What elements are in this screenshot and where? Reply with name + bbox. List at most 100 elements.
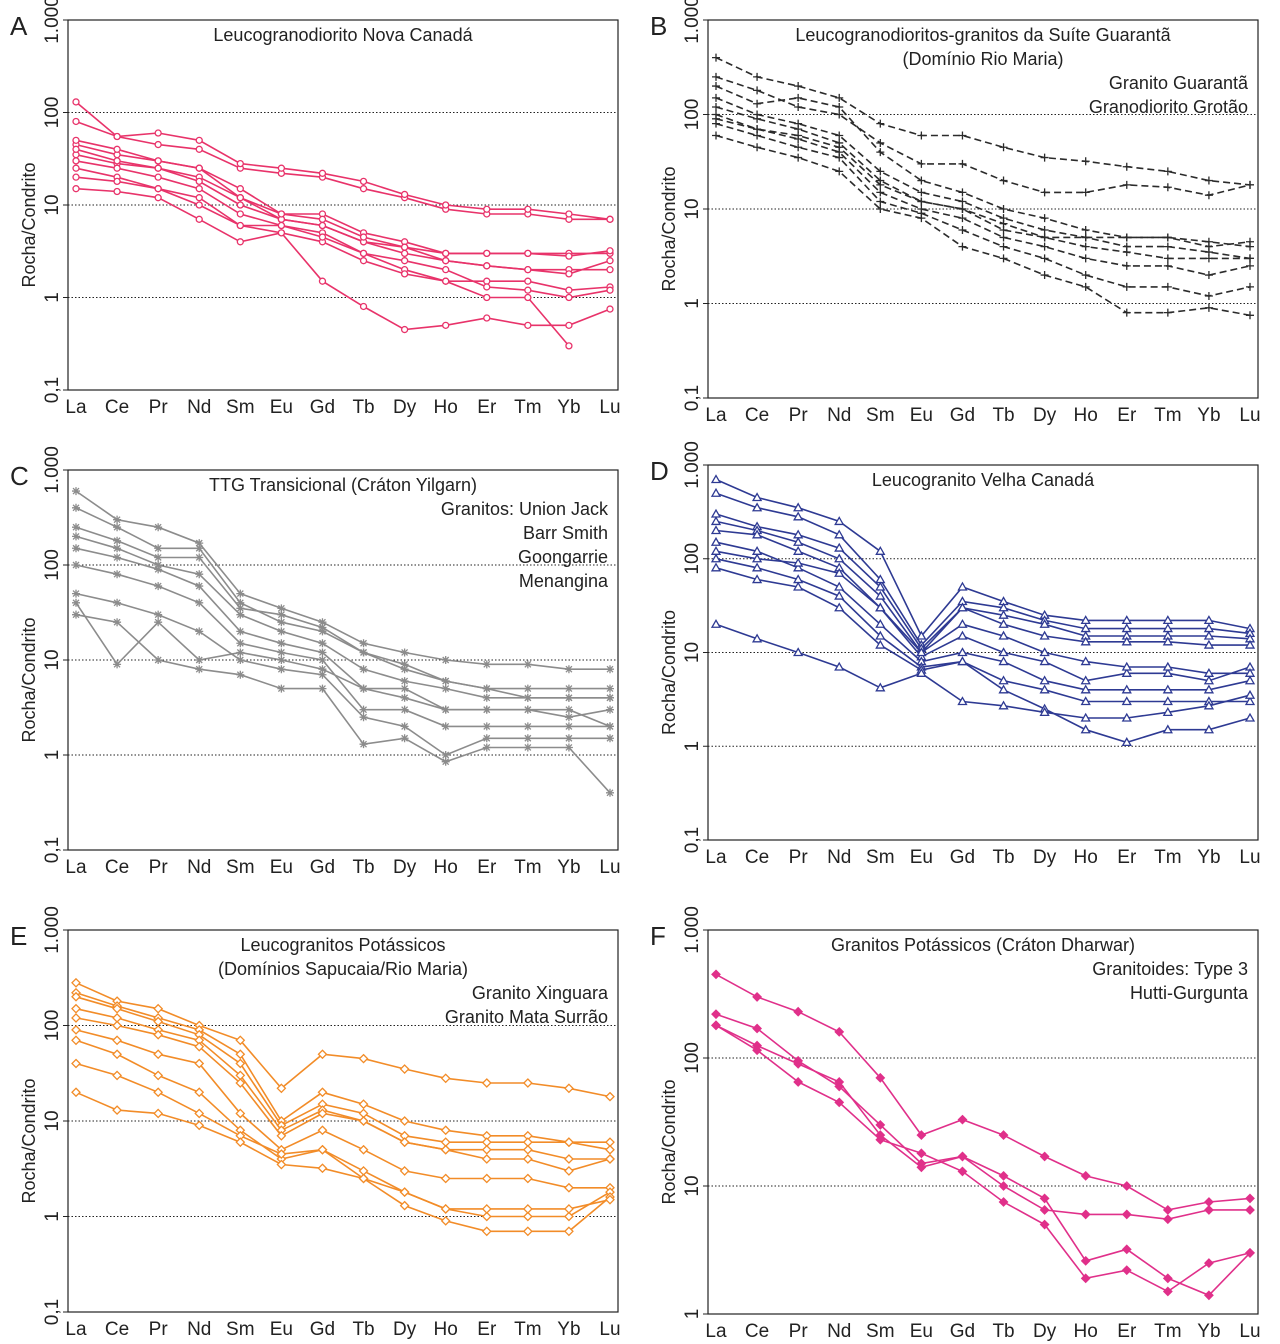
marker — [916, 1162, 927, 1173]
marker — [793, 562, 804, 572]
marker — [399, 1166, 410, 1176]
marker — [1121, 1181, 1132, 1191]
series-line — [75, 1062, 611, 1233]
series-line — [75, 167, 611, 331]
marker — [564, 734, 573, 743]
marker — [195, 582, 204, 591]
y-tick-label: 10 — [42, 1110, 63, 1131]
marker — [712, 82, 720, 91]
marker — [958, 188, 967, 197]
marker — [793, 647, 804, 657]
marker — [113, 164, 121, 172]
marker — [195, 665, 204, 674]
marker — [153, 1108, 164, 1119]
panel: C Rocha/Condrito 0,1 1 10 100 1.000 La Ce Pr Nd Sm E… — [10, 446, 621, 878]
panel-letter: F — [650, 921, 666, 951]
marker — [711, 969, 721, 980]
series-line — [75, 526, 610, 699]
marker — [1080, 656, 1091, 666]
marker — [154, 544, 163, 553]
x-tick-label: Lu — [599, 857, 620, 878]
marker — [236, 610, 245, 619]
marker — [564, 693, 573, 702]
x-tick-label: Nd — [187, 397, 211, 418]
marker — [606, 705, 614, 714]
marker — [875, 639, 886, 649]
marker — [236, 604, 245, 613]
marker — [835, 143, 844, 152]
marker — [524, 266, 532, 274]
marker — [318, 277, 327, 285]
marker — [875, 581, 886, 591]
marker — [712, 103, 720, 112]
marker — [1162, 724, 1173, 734]
series-line — [715, 1024, 1251, 1297]
series-line — [75, 535, 610, 699]
marker — [153, 1087, 164, 1098]
marker — [793, 557, 804, 567]
x-tick-label: Dy — [393, 397, 417, 418]
y-tick-label: 1.000 — [42, 906, 63, 954]
marker — [71, 1058, 81, 1069]
annotation: Granito Guarantã — [1109, 73, 1249, 93]
marker — [1122, 180, 1131, 189]
y-tick-label: 100 — [682, 99, 703, 131]
x-tick-label: La — [705, 405, 727, 426]
marker — [113, 132, 121, 141]
x-tick-label: Lu — [599, 397, 620, 418]
marker — [752, 992, 762, 1002]
marker — [1121, 636, 1132, 646]
x-tick-label: Pr — [789, 405, 809, 426]
y-tick-label: 1.000 — [42, 446, 63, 494]
panel-letter: C — [10, 461, 29, 491]
marker — [1246, 261, 1254, 270]
marker — [793, 1077, 804, 1087]
series-line — [75, 507, 610, 690]
marker — [876, 138, 885, 147]
marker — [318, 169, 327, 177]
marker — [876, 205, 885, 213]
marker — [1163, 167, 1172, 176]
marker — [793, 511, 804, 521]
marker — [441, 684, 450, 693]
x-tick-label: Ce — [745, 405, 769, 426]
marker — [359, 257, 368, 265]
marker — [957, 1114, 968, 1125]
marker — [154, 140, 162, 149]
marker — [752, 1023, 762, 1034]
marker — [958, 159, 967, 168]
marker — [482, 722, 491, 731]
marker — [876, 188, 885, 197]
marker — [318, 670, 327, 679]
x-tick-label: Ho — [1074, 847, 1098, 868]
x-tick-label: Pr — [789, 847, 809, 868]
marker — [318, 684, 327, 693]
marker — [564, 684, 573, 693]
marker — [236, 194, 244, 202]
marker — [481, 1078, 492, 1088]
marker — [1162, 684, 1173, 694]
marker — [606, 693, 614, 702]
x-tick-label: Yb — [1197, 1321, 1220, 1342]
marker — [277, 639, 286, 648]
marker — [605, 1194, 615, 1205]
marker — [113, 515, 122, 524]
series-line — [715, 567, 1251, 744]
marker — [71, 991, 81, 1002]
x-tick-label: Er — [1117, 847, 1137, 868]
marker — [835, 110, 844, 119]
marker — [400, 257, 409, 265]
marker — [710, 525, 722, 535]
marker — [277, 684, 286, 693]
x-tick-label: Pr — [149, 397, 169, 418]
marker — [1204, 242, 1213, 251]
series-line — [715, 134, 1251, 317]
marker — [400, 677, 409, 686]
x-tick-label: Eu — [910, 1321, 933, 1342]
marker — [835, 103, 844, 112]
marker — [1040, 214, 1049, 223]
x-tick-label: Eu — [910, 405, 933, 426]
marker — [1121, 696, 1132, 706]
marker — [999, 242, 1008, 251]
marker — [835, 131, 844, 140]
